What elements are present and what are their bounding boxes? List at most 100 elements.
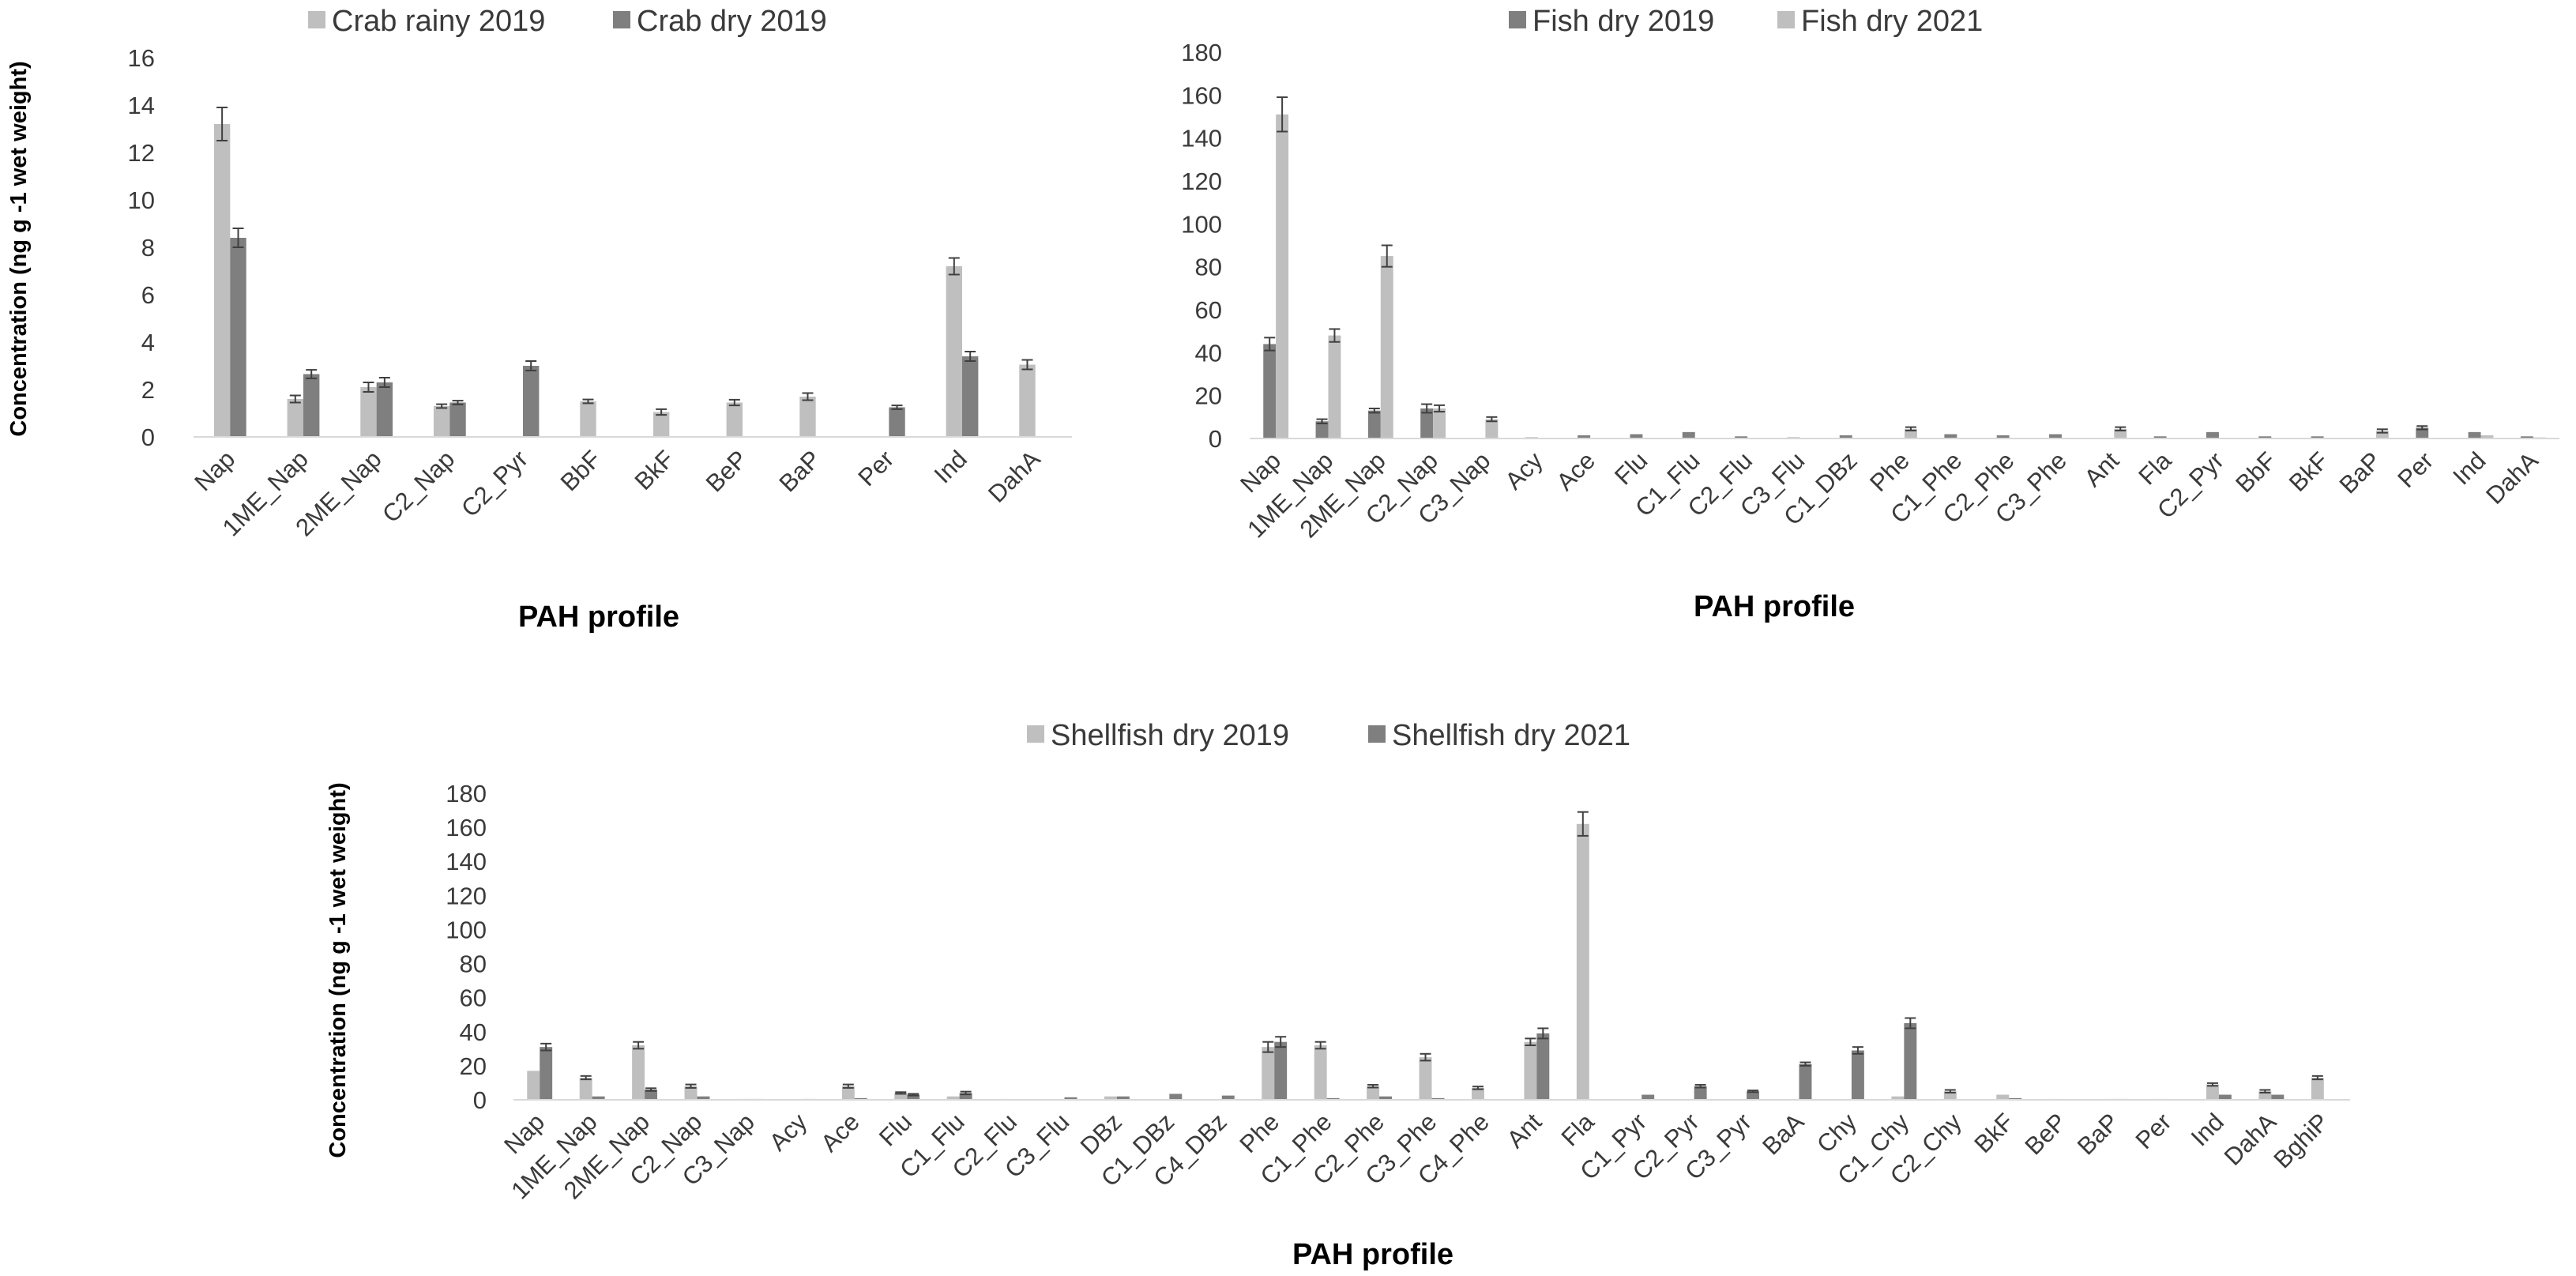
chart-shellfish-legend: Shellfish dry 2019 Shellfish dry 2021 [1027,719,1630,752]
y-tick-label-crab-0: 0 [141,423,155,451]
x-tick-label-shellfish-ant: Ant [1502,1108,1547,1154]
bar-crab-crab-dry-2019-2me-nap [376,382,393,437]
y-tick-label-fish-160: 160 [1181,81,1222,109]
bar-shellfish-shellfish-dry-2021-c1-phe [1326,1097,1340,1100]
y-tick-label-shellfish-80: 80 [460,950,487,978]
legend-label-shellfish-dry-2021: Shellfish dry 2021 [1392,719,1630,752]
legend-swatch-crab-rainy-2019 [308,11,325,28]
y-tick-label-crab-4: 4 [141,329,155,356]
bar-fish-fish-dry-2019-c2-nap [1420,408,1434,439]
x-tick-label-shellfish-bkf: BkF [1969,1108,2019,1158]
x-tick-label-fish-bbf: BbF [2230,446,2281,498]
bar-crab-crab-dry-2019-nap [230,238,246,437]
bar-fish-fish-dry-2019-bkf [2311,436,2324,439]
legend-swatch-fish-dry-2019 [1509,11,1526,28]
y-tick-label-shellfish-0: 0 [473,1086,487,1114]
bar-shellfish-shellfish-dry-2021-c3-pyr [1747,1091,1760,1100]
bar-crab-crab-rainy-2019-bap [799,397,816,437]
bar-crab-crab-rainy-2019-bbf [580,401,596,437]
plot-area-crab: 0246810121416Nap1ME_Nap2ME_NapC2_NapC2_P… [128,44,1072,541]
bar-crab-crab-rainy-2019-2me-nap [360,387,377,437]
y-tick-label-shellfish-20: 20 [460,1052,487,1080]
bar-shellfish-shellfish-dry-2021-ind [2218,1094,2232,1100]
bar-fish-fish-dry-2019-c3-phe [2049,434,2062,439]
x-tick-label-shellfish-ace: Ace [815,1108,865,1157]
y-tick-label-crab-14: 14 [128,92,155,119]
x-tick-label-fish-fla: Fla [2133,446,2177,491]
bar-fish-fish-dry-2019-fla [2153,436,2167,439]
bar-shellfish-shellfish-dry-2021-c2-pyr [1694,1086,1707,1100]
bar-fish-fish-dry-2019-c2-phe [1996,435,2010,439]
y-tick-label-fish-120: 120 [1181,167,1222,195]
x-tick-label-crab-c2-nap: C2_Nap [377,445,460,528]
bar-fish-fish-dry-2021-nap [1276,114,1289,439]
x-tick-label-crab-bbf: BbF [555,445,607,496]
chart-fish-legend: Fish dry 2019 Fish dry 2021 [1509,5,1983,38]
y-tick-label-fish-0: 0 [1209,425,1222,453]
x-tick-label-crab-ind: Ind [929,445,972,488]
bar-crab-crab-rainy-2019-daha [1019,364,1036,437]
y-tick-label-shellfish-60: 60 [460,984,487,1012]
y-tick-label-shellfish-120: 120 [446,882,487,909]
bar-crab-crab-dry-2019-1me-nap [303,374,320,437]
bar-shellfish-shellfish-dry-2019-flu [894,1093,908,1100]
x-tick-label-shellfish-bep: BeP [2019,1108,2071,1160]
x-tick-label-shellfish-acy: Acy [764,1108,813,1157]
bar-fish-fish-dry-2019-flu [1630,434,1643,439]
bar-crab-crab-rainy-2019-nap [213,124,231,437]
bar-fish-fish-dry-2019-nap [1263,344,1277,439]
x-tick-label-shellfish-daha: DahA [2219,1108,2282,1171]
bar-fish-fish-dry-2021-ind [2480,435,2494,439]
legend-swatch-crab-dry-2019 [613,11,630,28]
chart-crab: Crab rainy 2019 Crab dry 2019 0 2 4 6 8 10 12 1… [6,5,1072,634]
legend-label-fish-dry-2021: Fish dry 2021 [1801,5,1983,38]
bar-shellfish-shellfish-dry-2021-c1-pyr [1641,1094,1655,1100]
bar-shellfish-shellfish-dry-2019-daha [2258,1091,2272,1100]
bar-shellfish-shellfish-dry-2019-bghip [2311,1077,2324,1100]
bar-shellfish-shellfish-dry-2021-c3-flu [1064,1097,1077,1100]
y-tick-label-crab-8: 8 [141,234,155,262]
y-tick-label-shellfish-100: 100 [446,916,487,943]
x-tick-label-fish-bap: BaP [2334,446,2386,499]
x-tick-label-crab-nap: Nap [189,445,240,496]
bar-shellfish-shellfish-dry-2019-ant [1524,1041,1537,1100]
x-tick-label-fish-ind: Ind [2447,446,2491,490]
chart-shellfish: Shellfish dry 2019 Shellfish dry 2021 0 2… [325,719,2350,1271]
bar-shellfish-shellfish-dry-2021-c4-dbz [1221,1095,1235,1100]
bar-shellfish-shellfish-dry-2021-c2-phe [1379,1096,1393,1100]
bar-shellfish-shellfish-dry-2019-c3-phe [1419,1057,1432,1100]
bar-crab-crab-dry-2019-per [889,407,905,437]
bar-fish-fish-dry-2019-c1-dbz [1839,435,1852,439]
x-tick-label-shellfish-bap: BaP [2072,1108,2124,1160]
bar-shellfish-shellfish-dry-2021-baa [1799,1063,1812,1100]
x-tick-label-crab-bkf: BkF [630,445,680,495]
x-tick-label-shellfish-per: Per [2130,1108,2177,1154]
bar-fish-fish-dry-2021-1me-nap [1328,335,1341,439]
bar-shellfish-shellfish-dry-2019-c2-phe [1367,1086,1380,1100]
plot-area-shellfish: 020406080100120140160180Nap1ME_Nap2ME_Na… [446,780,2350,1204]
bar-fish-fish-dry-2019-ace [1578,435,1591,439]
x-tick-label-fish-ant: Ant [2079,446,2125,492]
x-tick-label-crab-daha: DahA [983,445,1046,508]
bar-shellfish-shellfish-dry-2021-phe [1274,1041,1288,1100]
y-tick-label-shellfish-160: 160 [446,814,487,841]
bar-fish-fish-dry-2019-daha [2520,436,2533,439]
bar-fish-fish-dry-2021-bap [2375,431,2389,439]
bar-crab-crab-rainy-2019-c2-nap [433,406,450,437]
x-tick-label-shellfish-fla: Fla [1556,1108,1600,1152]
legend-swatch-shellfish-dry-2021 [1368,725,1386,743]
bar-shellfish-shellfish-dry-2021-c1-dbz [1169,1093,1183,1100]
x-tick-label-crab-per: Per [852,445,899,491]
bar-shellfish-shellfish-dry-2019-nap [527,1071,540,1100]
x-tick-label-fish-bkf: BkF [2284,446,2334,497]
legend-label-shellfish-dry-2019: Shellfish dry 2019 [1051,719,1289,752]
y-tick-label-crab-16: 16 [128,44,155,72]
y-tick-label-fish-60: 60 [1195,296,1222,324]
bar-shellfish-shellfish-dry-2021-c1-chy [1904,1023,1917,1100]
bar-crab-crab-dry-2019-c2-pyr [523,366,540,437]
bar-fish-fish-dry-2019-c1-phe [1944,434,1957,439]
bar-shellfish-shellfish-dry-2021-daha [2271,1094,2285,1100]
y-tick-label-crab-6: 6 [141,281,155,309]
x-tick-label-shellfish-baa: BaA [1757,1108,1809,1160]
